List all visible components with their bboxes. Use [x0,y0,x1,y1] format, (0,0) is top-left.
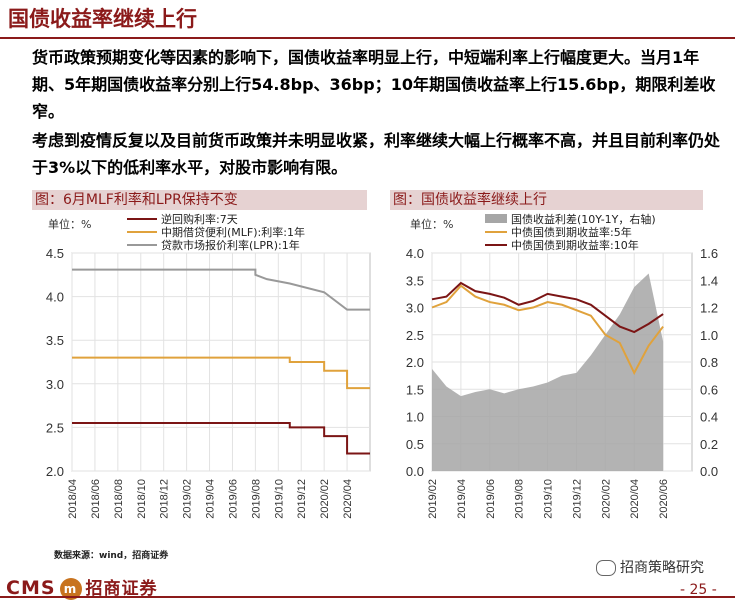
chart2-y-tick-label: 2.5 [406,328,424,343]
chart1-legend-label: 贷款市场报价利率(LPR):1年 [161,238,300,252]
page-title: 国债收益率继续上行 [8,7,197,31]
chart2-x-tick-label: 2019/02 [427,479,439,519]
chart1-x-tick-label: 2019/08 [250,479,262,519]
chart1-x-tick-label: 2018/12 [159,479,171,519]
chart1-plot-frame [71,252,371,472]
chart2-x-tick-label: 2020/02 [600,479,612,519]
wechat-name: 招商策略研究 [620,560,704,576]
chart2-y-tick-label: 0.5 [406,437,424,452]
chart1-title: 图：6月MLF利率和LPR保持不变 [32,190,367,210]
chart2-y-tick-label: 4.0 [406,246,424,261]
chart2-y2-tick-label: 0.4 [700,410,718,425]
chart1-x-tick-label: 2019/04 [205,479,217,519]
chart2-unit-label: 单位：% [410,217,453,231]
chart1-legend-label: 逆回购利率:7天 [161,212,238,226]
chart1-x-tick-label: 2018/04 [67,479,79,519]
chart1-series-line-2 [72,268,370,311]
chart2-x-tick-label: 2019/06 [485,479,497,519]
logo-text: CMS [6,577,56,599]
summary-paragraph-1: 货币政策预期变化等因素的影响下，国债收益率明显上行，中短端利率上行幅度更大。当月… [32,48,716,121]
footer-divider [0,596,735,598]
chart2-x-tick-label: 2020/04 [629,479,641,519]
chart2-series-line-1 [431,284,664,376]
chart1-legend-label: 中期借贷便利(MLF):利率:1年 [161,225,305,239]
chart2-y-tick-label: 3.0 [406,301,424,316]
chart1-series-line-1 [72,356,370,390]
chart2-legend-label: 中债国债到期收益率:10年 [511,238,639,252]
chart2-x-tick-label: 2019/08 [514,479,526,519]
chart1-y-tick-label: 2.5 [46,420,64,435]
chart2-y-tick-label: 1.0 [406,410,424,425]
chart2-y2-tick-label: 1.0 [700,328,718,343]
chart1-y-tick-label: 2.0 [46,464,64,479]
logo-cn: 招商证券 [85,579,158,599]
chart2-x-tick-label: 2019/10 [543,479,555,519]
chart2-title: 图：国债收益率继续上行 [390,190,703,210]
chart1-y-tick-label: 4.5 [46,246,64,261]
chart1-x-tick-label: 2019/06 [227,479,239,519]
chart2-y2-tick-label: 0.8 [700,355,718,370]
chart2-y-tick-label: 1.5 [406,382,424,397]
chart1-x-tick-label: 2019/12 [296,479,308,519]
title-divider [0,37,735,39]
chart2-y2-tick-label: 0.6 [700,382,718,397]
logo-badge-icon: m [59,577,82,600]
chart1-series-line-0 [72,422,370,455]
chart1-unit-label: 单位：% [48,217,91,231]
chart2-y-tick-label: 3.5 [406,273,424,288]
chart2-y2-tick-label: 0.0 [700,464,718,479]
chart1-x-tick-label: 2018/10 [136,479,148,519]
chart2-y-tick-label: 0.0 [406,464,424,479]
chart2-x-tick-label: 2019/12 [571,479,583,519]
chart1-x-tick-label: 2020/04 [342,479,354,519]
chart1-x-tick-label: 2020/02 [319,479,331,519]
chart2-y2-tick-label: 1.4 [700,273,718,288]
chart1-x-tick-label: 2018/08 [113,479,125,519]
chart1-x-tick-label: 2018/06 [90,479,102,519]
chart2-y2-tick-label: 1.6 [700,246,718,261]
chart2-series-area-0 [432,273,664,471]
chart2-x-tick-label: 2020/06 [658,479,670,519]
chart2-y2-tick-label: 1.2 [700,301,718,316]
summary-paragraph-2: 考虑到疫情反复以及目前货币政策并未明显收紧，利率继续大幅上行概率不高，并且目前利… [32,131,721,177]
chart2-legend-swatch [485,214,507,223]
chart2-x-tick-label: 2019/04 [456,479,468,519]
chart1-y-tick-label: 3.0 [46,377,64,392]
chart1-y-tick-label: 3.5 [46,333,64,348]
wechat-icon [596,560,616,576]
chart2-series-line-2 [431,281,664,334]
chart1-x-tick-label: 2019/10 [273,479,285,519]
page-number: - 25 - [680,582,717,598]
chart2-y2-tick-label: 0.2 [700,437,718,452]
data-source: 数据来源：wind，招商证券 [54,551,169,561]
cms-logo: CMS m 招商证券 [6,574,158,600]
wechat-account: 招商策略研究 [596,557,704,577]
chart2-legend-label: 国债收益利差(10Y-1Y，右轴) [511,212,656,226]
chart1-x-tick-label: 2019/02 [182,479,194,519]
chart2-y-tick-label: 2.0 [406,355,424,370]
chart2-legend-label: 中债国债到期收益率:5年 [511,225,632,239]
chart1-y-tick-label: 4.0 [46,290,64,305]
